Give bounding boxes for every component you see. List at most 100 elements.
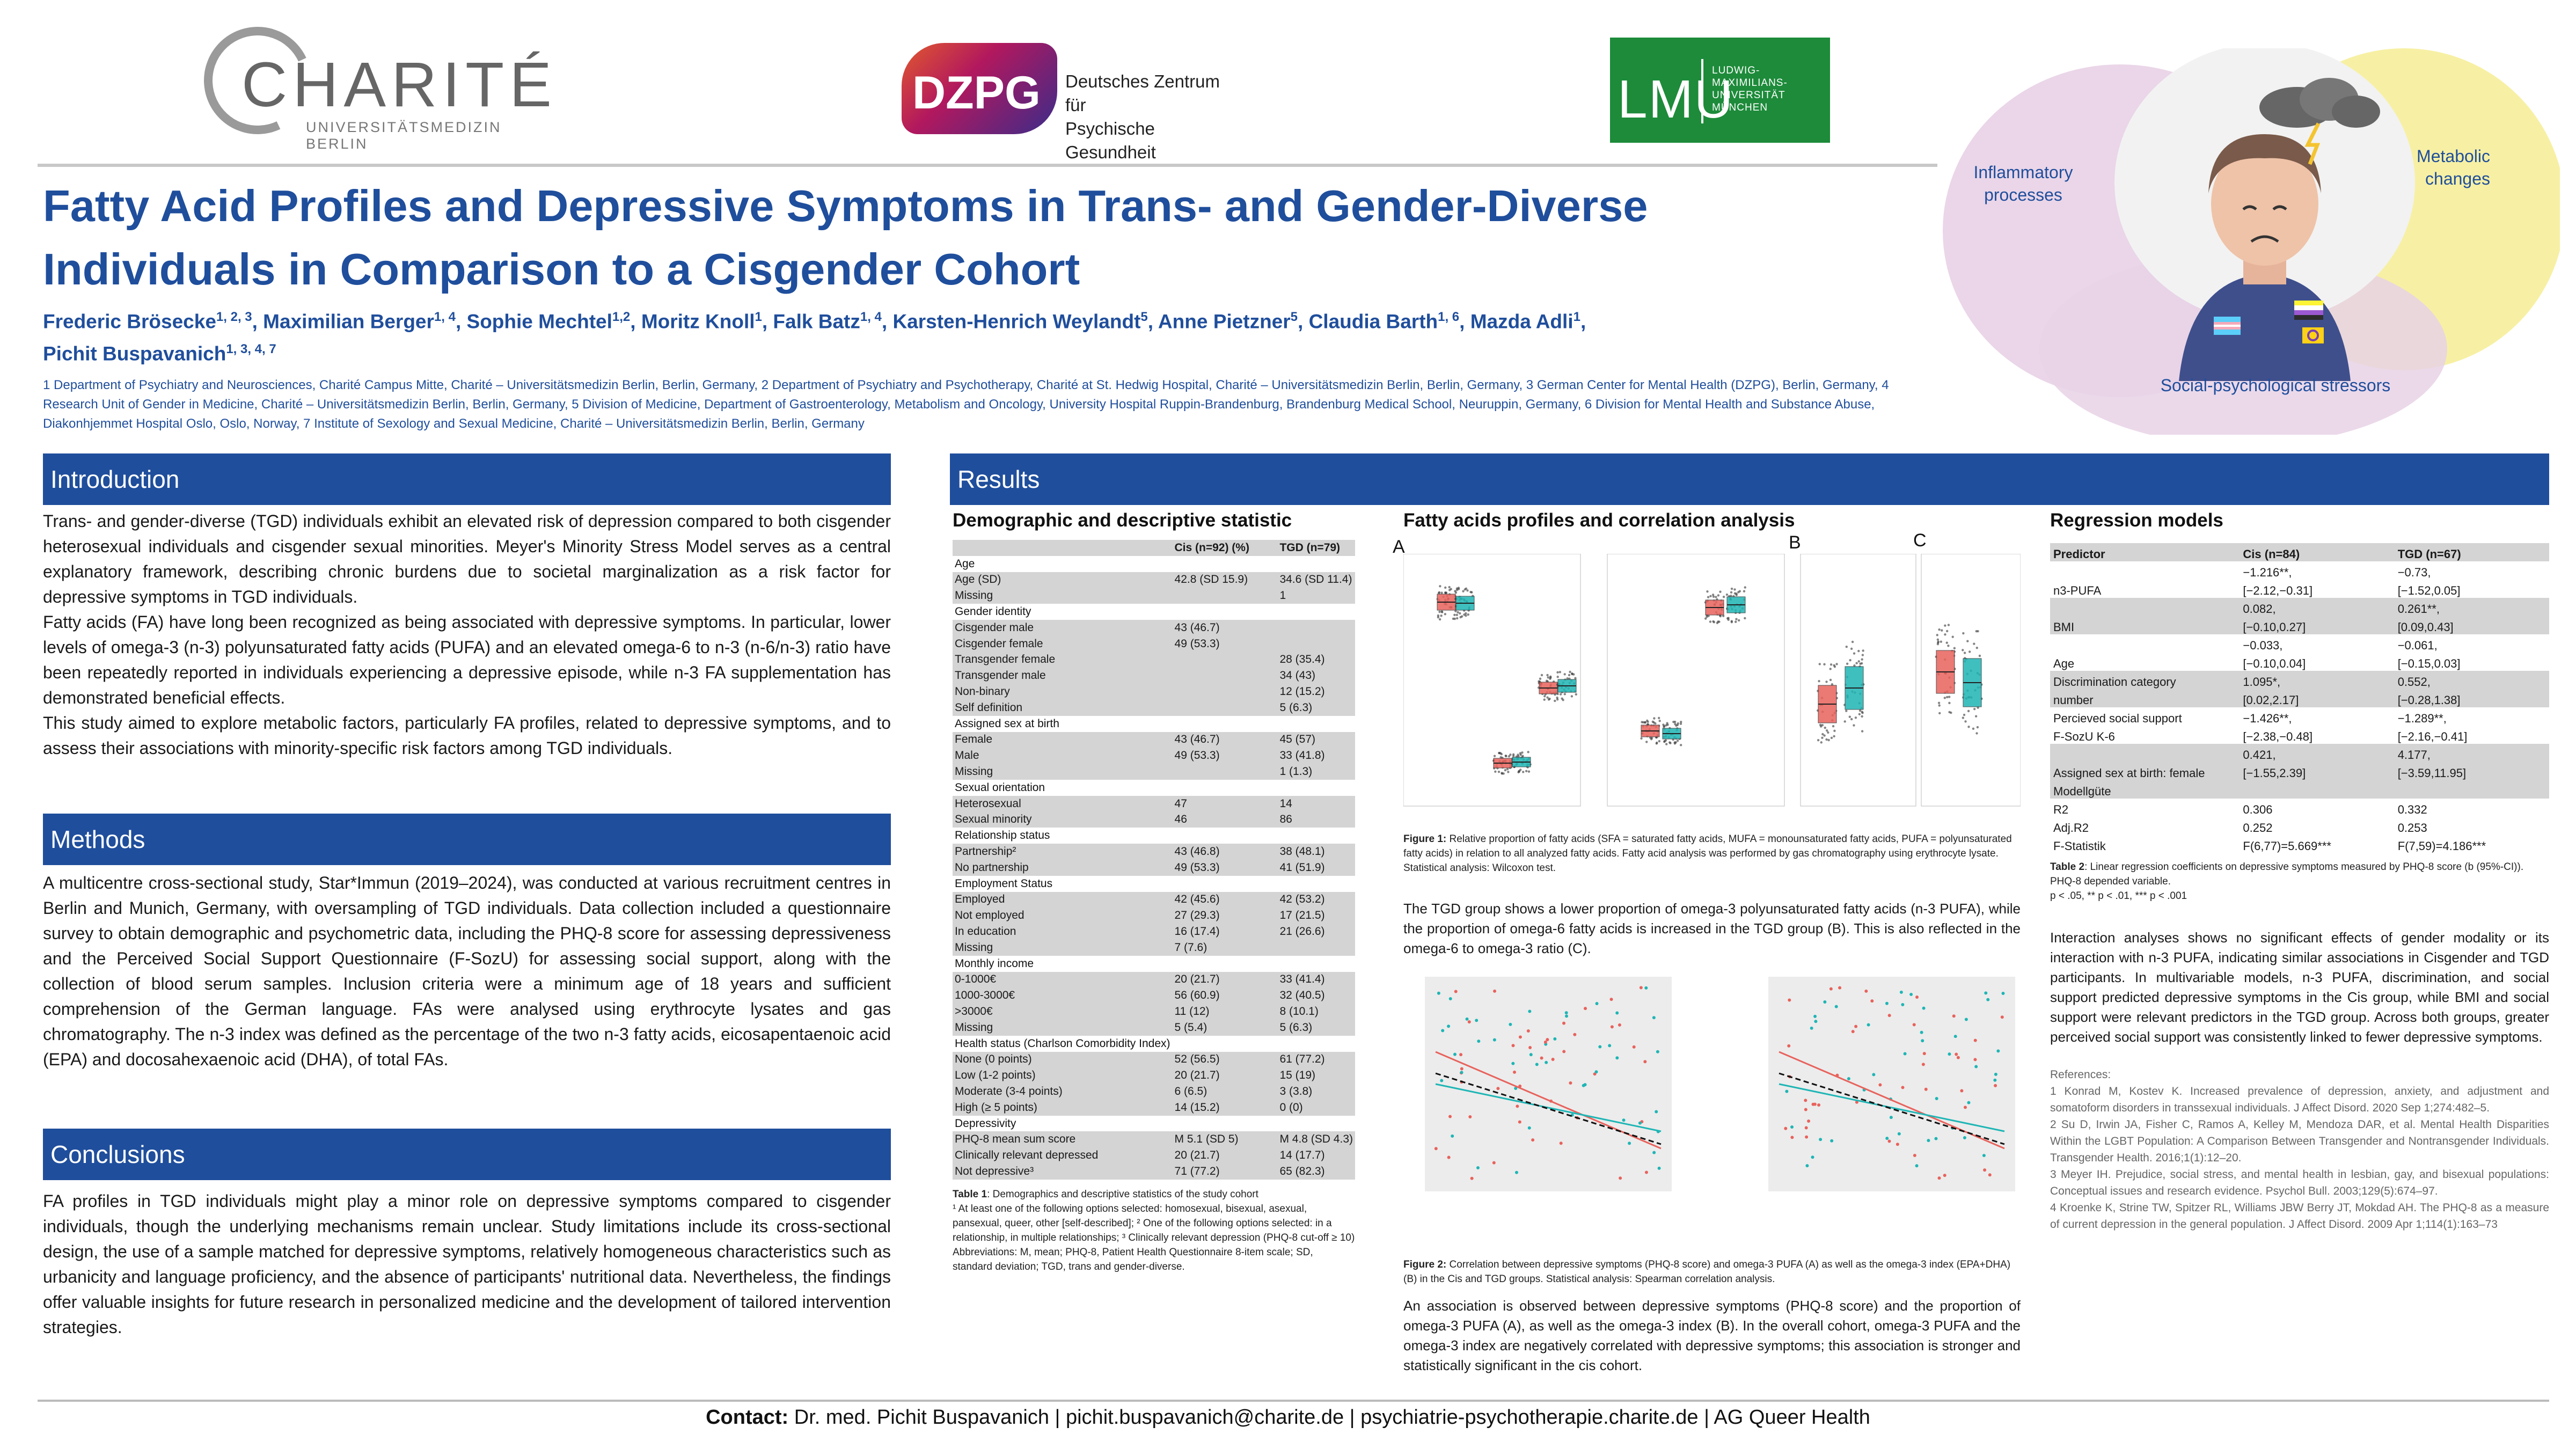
figure-point — [1718, 620, 1721, 623]
table1-cell: Partnership² — [953, 844, 1173, 860]
figure-point — [1934, 1137, 1938, 1140]
figure-point — [1861, 715, 1863, 718]
figure-point — [1441, 1029, 1445, 1033]
table1-row: In education 16 (17.4) 21 (26.6) — [953, 924, 1355, 940]
table1-cell: 49 (53.3) — [1172, 748, 1278, 764]
figure-point — [1672, 720, 1675, 723]
references: References: 1 Konrad M, Kostev K. Increa… — [2050, 1066, 2549, 1233]
figure-point — [1646, 719, 1649, 722]
figure-point — [1453, 613, 1456, 616]
figure-point — [1805, 1164, 1809, 1168]
figure-point — [1493, 755, 1496, 757]
table1-row: Self definition 5 (6.3) — [953, 699, 1355, 716]
figure-point — [1850, 718, 1853, 721]
reg-row: −0.033, −0.061, — [2050, 634, 2549, 653]
reg-cell: −1.216**, — [2243, 566, 2292, 579]
figure-point — [1632, 1045, 1636, 1049]
table1-cell — [1172, 604, 1278, 620]
figure-point — [1833, 729, 1836, 733]
reg-row: Assigned sex at birth: female [−1.55,2.39… — [2050, 762, 2549, 780]
figure-point — [1853, 664, 1856, 667]
figure-point — [1983, 1168, 1987, 1172]
figure-point — [1663, 724, 1666, 728]
figure-point — [1901, 1086, 1905, 1089]
reg-cell: Assigned sex at birth: female — [2050, 762, 2240, 780]
figure-point — [1845, 645, 1848, 648]
table1-cell: 41 (51.9) — [1277, 859, 1355, 876]
figure-point — [1460, 1067, 1463, 1071]
figure-point — [1610, 1025, 1614, 1029]
figure-point — [1835, 663, 1838, 665]
figure-point — [1903, 1052, 1907, 1056]
regression-table: Predictor Cis (n=84) TGD (n=67) −1.216**… — [2050, 543, 2549, 853]
figure-point — [1594, 1070, 1598, 1074]
figure-point — [1938, 704, 1941, 707]
figure-point — [1543, 1040, 1547, 1044]
table1-cell: 38 (48.1) — [1277, 844, 1355, 860]
figure-point — [1437, 991, 1440, 995]
table1-row: Heterosexual 47 14 — [953, 795, 1355, 812]
figure-point — [1737, 619, 1740, 622]
table1-cell: 33 (41.8) — [1277, 748, 1355, 764]
table1-caption: Table 1: Demographics and descriptive st… — [953, 1187, 1355, 1202]
figure-point — [1457, 587, 1460, 589]
figure-point — [1975, 732, 1978, 735]
figure-point — [1455, 589, 1459, 591]
figure-point — [1936, 642, 1940, 646]
figure-point — [1551, 1058, 1555, 1062]
figure-point — [1962, 649, 1964, 652]
reg-fit-cell: 0.253 — [2397, 821, 2427, 835]
figure-point — [1988, 1173, 1992, 1177]
table1-cell: 52 (56.5) — [1172, 1051, 1278, 1068]
figure-fit-line — [1779, 1051, 2005, 1150]
figure-point — [1444, 586, 1447, 589]
author: , — [1580, 310, 1586, 333]
author: , Falk Batz — [762, 310, 860, 333]
figure-point — [1944, 633, 1946, 636]
figure-point — [1656, 741, 1658, 744]
reg-row: 0.421, 4.177, — [2050, 744, 2549, 762]
table1-cell: 42 (45.6) — [1172, 891, 1278, 908]
panel-label-a: A — [1393, 537, 1405, 557]
table1-cell — [1277, 715, 1355, 732]
figure-point — [1466, 589, 1469, 592]
figure-point — [1706, 615, 1708, 618]
table1-cell: Female — [953, 731, 1173, 748]
fa-block: Fatty acids profiles and correlation ana… — [1393, 510, 2021, 1373]
table1-cell: 86 — [1277, 811, 1355, 828]
figure-point — [1628, 1141, 1631, 1145]
figure-point — [1938, 628, 1941, 631]
figure-point — [1975, 630, 1978, 633]
figure-point — [1644, 986, 1648, 990]
author: , Moritz Knoll — [630, 310, 755, 333]
reg-row: Age [−0.10,0.04] [−0.15,0.03] — [2050, 653, 2549, 671]
table1-cell: Self definition — [953, 699, 1173, 716]
figure-point — [1978, 654, 1981, 657]
figure-fit-line — [1779, 1083, 2005, 1132]
figure-point — [1453, 1052, 1457, 1056]
reg-fit-head: Modellgüte — [2050, 780, 2549, 799]
figure-point — [1948, 701, 1951, 705]
lmu-wordmark: LMU — [1618, 69, 1735, 129]
figure-point — [1967, 726, 1970, 728]
author-sup: 1, 3, 4, 7 — [226, 342, 276, 357]
figure-point — [1922, 1006, 1926, 1010]
table1-cell: Age — [953, 555, 1173, 572]
references-title: References: — [2050, 1069, 2111, 1081]
table1-row: Health status (Charlson Comorbidity Inde… — [953, 1035, 1355, 1052]
figure-point — [1640, 737, 1643, 740]
figure-point — [1652, 1151, 1656, 1154]
figure-point — [1457, 611, 1459, 613]
figure-point — [1521, 751, 1524, 754]
reg-cell: [−2.38,−0.48] — [2243, 730, 2313, 743]
reg-cell: −0.061, — [2397, 639, 2438, 652]
figure-point — [1860, 662, 1863, 665]
reg-fit-row: F-Statistik F(6,77)=5.669*** F(7,59)=4.186… — [2050, 835, 2549, 853]
charite-logo: CHARITÉ UNIVERSITÄTSMEDIZIN BERLIN — [188, 11, 552, 152]
reference-item: 3 Meyer IH. Prejudice, social stress, an… — [2050, 1168, 2549, 1197]
reference-item: 4 Kroenke K, Strine TW, Spitzer RL, Will… — [2050, 1202, 2549, 1231]
table1-cell — [1172, 779, 1278, 796]
table1-row: Partnership² 43 (46.8) 38 (48.1) — [953, 844, 1355, 860]
figure-point — [1952, 1014, 1956, 1018]
figure-point — [1829, 668, 1832, 670]
